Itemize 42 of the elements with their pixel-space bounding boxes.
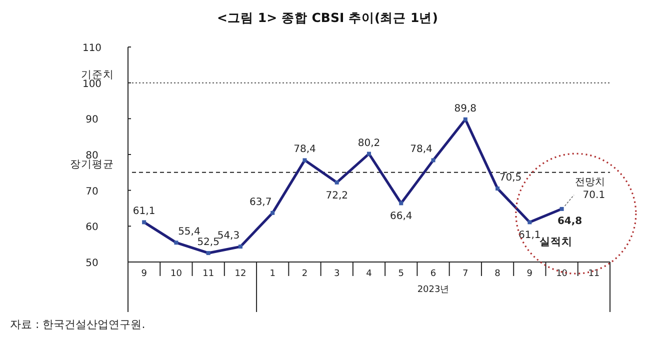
data-label: 63,7 [249,196,272,208]
x-tick-label: 10 [556,269,568,279]
data-label: 78,4 [294,144,316,156]
data-label: 61,1 [518,230,541,242]
x-tick-label: 4 [366,269,372,279]
data-label: 61,1 [132,206,156,218]
x-tick-label: 12 [234,269,246,279]
y-tick-label: 100 [82,78,102,90]
y-tick-label: 90 [86,114,98,126]
text: 자료 : 한국건설산업연구원. [10,318,146,331]
x-tick-label: 11 [202,269,214,279]
x-tick-label: 11 [588,269,600,279]
data-label: 64,8 [557,216,582,227]
annotation: 전망치 70.1 [574,176,606,201]
x-axis-title: 2023년 [417,285,450,295]
annotation: 실적치 [539,236,572,248]
y-tick-label: 110 [82,43,102,54]
x-tick-label: 5 [398,269,404,279]
y-tick-label: 50 [86,258,98,269]
data-label: 80,2 [358,138,380,149]
data-label: 78,4 [410,144,432,156]
data-label: 52,5 [197,237,220,248]
x-tick-label: 3 [334,269,340,279]
data-label: 55,4 [178,226,200,238]
x-tick-label: 1 [270,269,276,279]
data-label: 66,4 [390,211,412,222]
data-label: 70,5 [499,172,522,184]
x-tick-label: 6 [430,269,436,279]
data-label: 89,8 [454,103,477,114]
data-label: 72,2 [326,190,348,202]
y-tick-label: 60 [86,222,98,234]
x-tick-label: 7 [462,269,468,279]
ref-line-label: 기준치 [81,68,114,81]
x-tick-label: 9 [526,269,533,279]
data-label: 54,3 [217,230,240,242]
y-tick-label: 70 [86,186,98,198]
x-tick-label: 9 [141,269,148,279]
x-tick-label: 2 [302,269,308,279]
chart-title: <그림 1> 종합 CBSI 추이(최근 1년) [217,10,438,25]
x-tick-label: 10 [170,269,182,279]
ref-line-label: 장기평균 [70,158,114,170]
x-tick-label: 8 [494,269,501,279]
